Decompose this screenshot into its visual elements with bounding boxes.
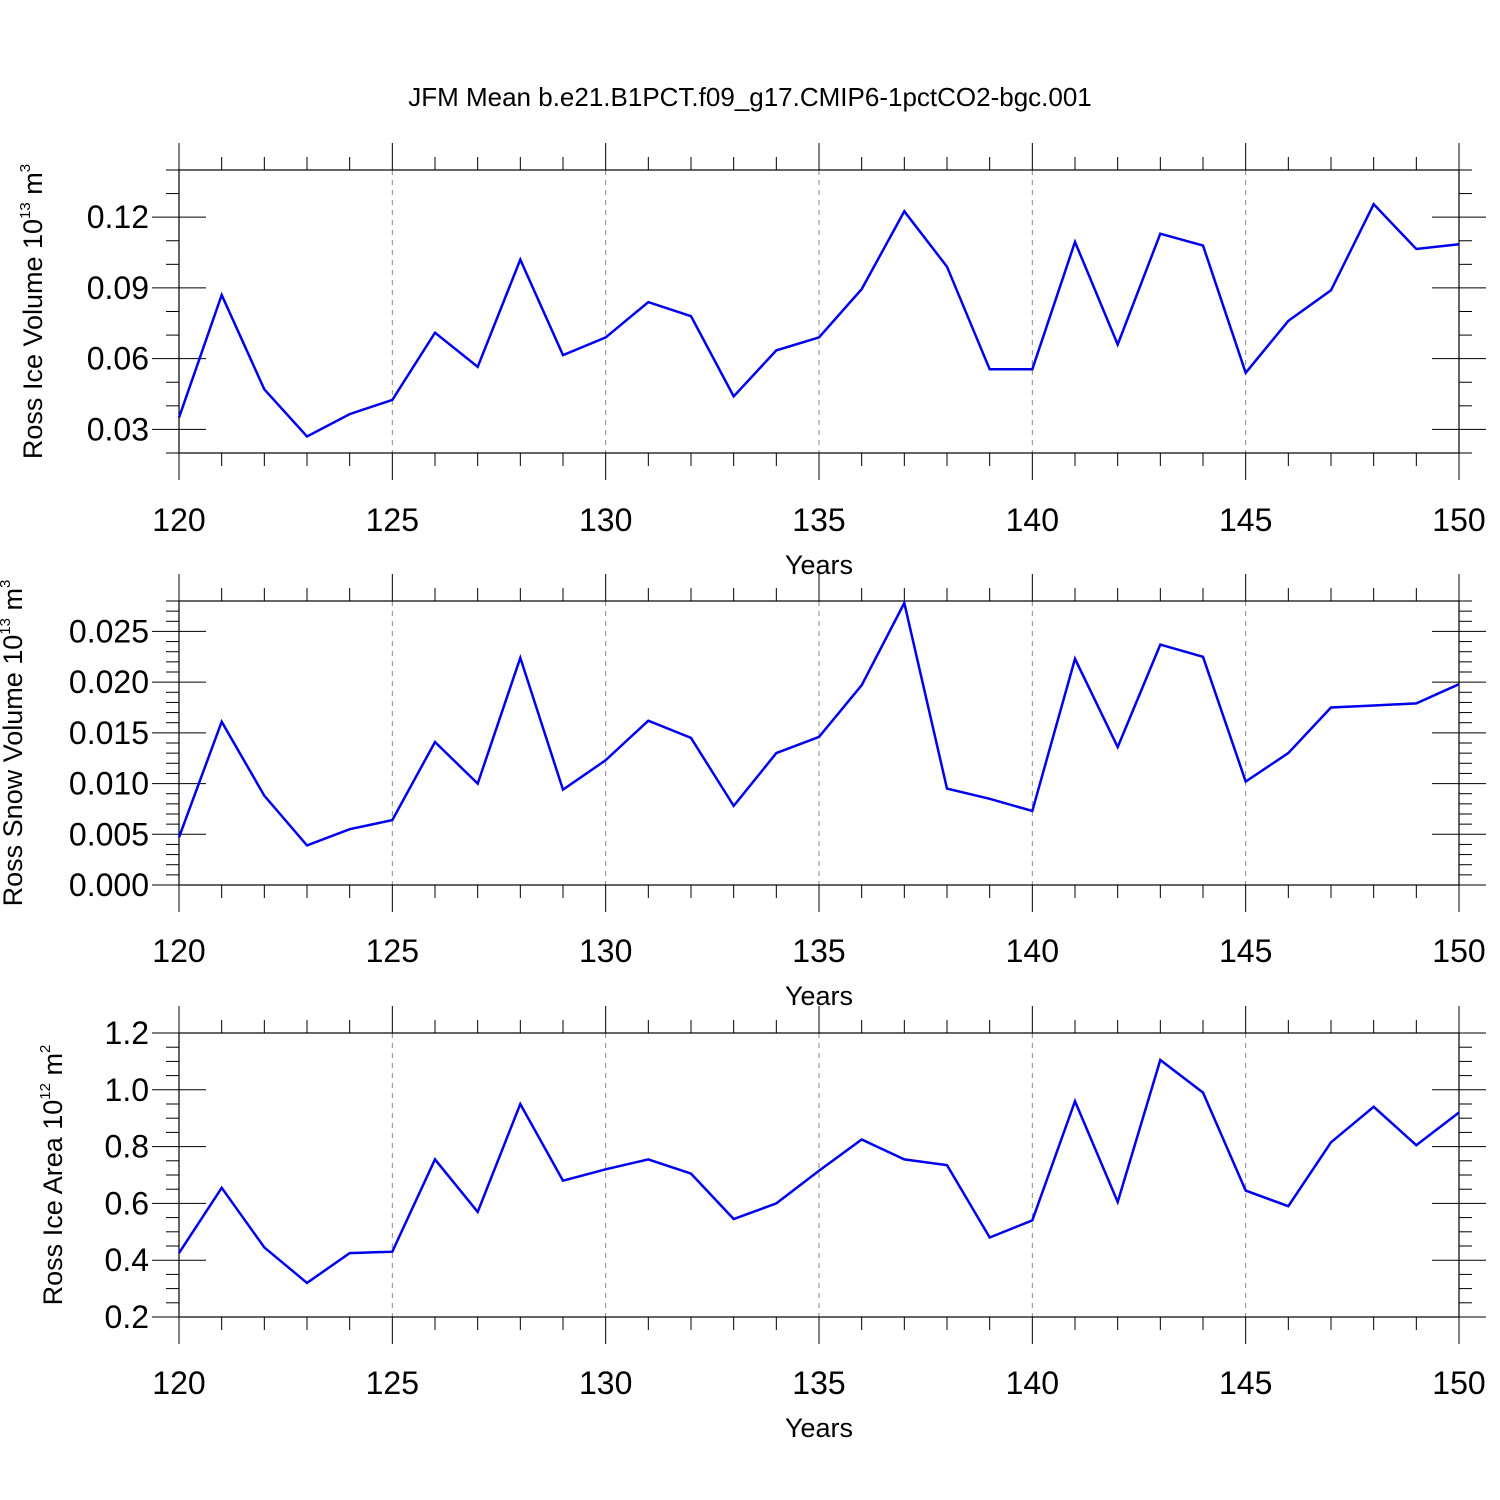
series-line	[177, 1057, 1460, 1285]
x-tick-label: 140	[1006, 502, 1059, 538]
x-tick-label: 150	[1432, 1365, 1485, 1401]
plot-frame	[178, 1032, 1460, 1318]
x-tick-label: 125	[366, 502, 419, 538]
panel-snow-volume: 0.000 0.005 0.010 0.015 0.020 0.025 120 125 130 1…	[0, 574, 1486, 1011]
y-axis-label: Ross Ice Volume 1013 m3	[17, 164, 48, 459]
y-tick-label: 0.09	[87, 270, 149, 306]
plot-frame	[178, 600, 1460, 886]
y-tick-label: 0.025	[69, 613, 149, 649]
x-tick-label: 125	[366, 933, 419, 969]
y-tick-label: 0.2	[105, 1299, 149, 1335]
x-tick-label: 120	[152, 502, 205, 538]
figure-title: JFM Mean b.e21.B1PCT.f09_g17.CMIP6-1pctC…	[408, 82, 1092, 112]
plot-frame	[178, 169, 1460, 454]
x-axis-label: Years	[785, 1413, 853, 1443]
x-tick-label: 120	[152, 1365, 205, 1401]
series-line	[177, 202, 1460, 439]
y-axis-label: Ross Snow Volume 1013 m3	[0, 580, 28, 907]
y-tick-label: 0.12	[87, 199, 149, 235]
series-line	[177, 599, 1460, 847]
x-tick-label: 150	[1432, 933, 1485, 969]
y-tick-label: 0.020	[69, 664, 149, 700]
panel-ice-area: 0.2 0.4 0.6 0.8 1.0 1.2 120 125 130 135 140 145 150 Y…	[37, 1006, 1486, 1443]
y-tick-label: 0.005	[69, 816, 149, 852]
y-axis-label: Ross Ice Area 1012 m2	[37, 1045, 68, 1306]
y-tick-label: 0.06	[87, 341, 149, 377]
y-tick-label: 0.015	[69, 715, 149, 751]
y-tick-label: 1.2	[105, 1015, 149, 1051]
x-tick-label: 130	[579, 502, 632, 538]
x-tick-label: 125	[366, 1365, 419, 1401]
x-tick-label: 145	[1219, 933, 1272, 969]
x-tick-label: 150	[1432, 502, 1485, 538]
x-tick-label: 145	[1219, 502, 1272, 538]
x-tick-label: 145	[1219, 1365, 1272, 1401]
x-tick-label: 120	[152, 933, 205, 969]
y-tick-label: 1.0	[105, 1072, 149, 1108]
y-tick-label: 0.010	[69, 766, 149, 802]
x-tick-label: 130	[579, 933, 632, 969]
x-tick-label: 135	[792, 933, 845, 969]
x-tick-label: 135	[792, 1365, 845, 1401]
y-tick-label: 0.8	[105, 1129, 149, 1165]
y-tick-label: 0.000	[69, 867, 149, 903]
x-tick-label: 130	[579, 1365, 632, 1401]
x-tick-label: 135	[792, 502, 845, 538]
x-tick-label: 140	[1006, 933, 1059, 969]
y-tick-label: 0.03	[87, 411, 149, 447]
y-tick-label: 0.6	[105, 1185, 149, 1221]
y-tick-label: 0.4	[105, 1242, 149, 1278]
x-tick-label: 140	[1006, 1365, 1059, 1401]
